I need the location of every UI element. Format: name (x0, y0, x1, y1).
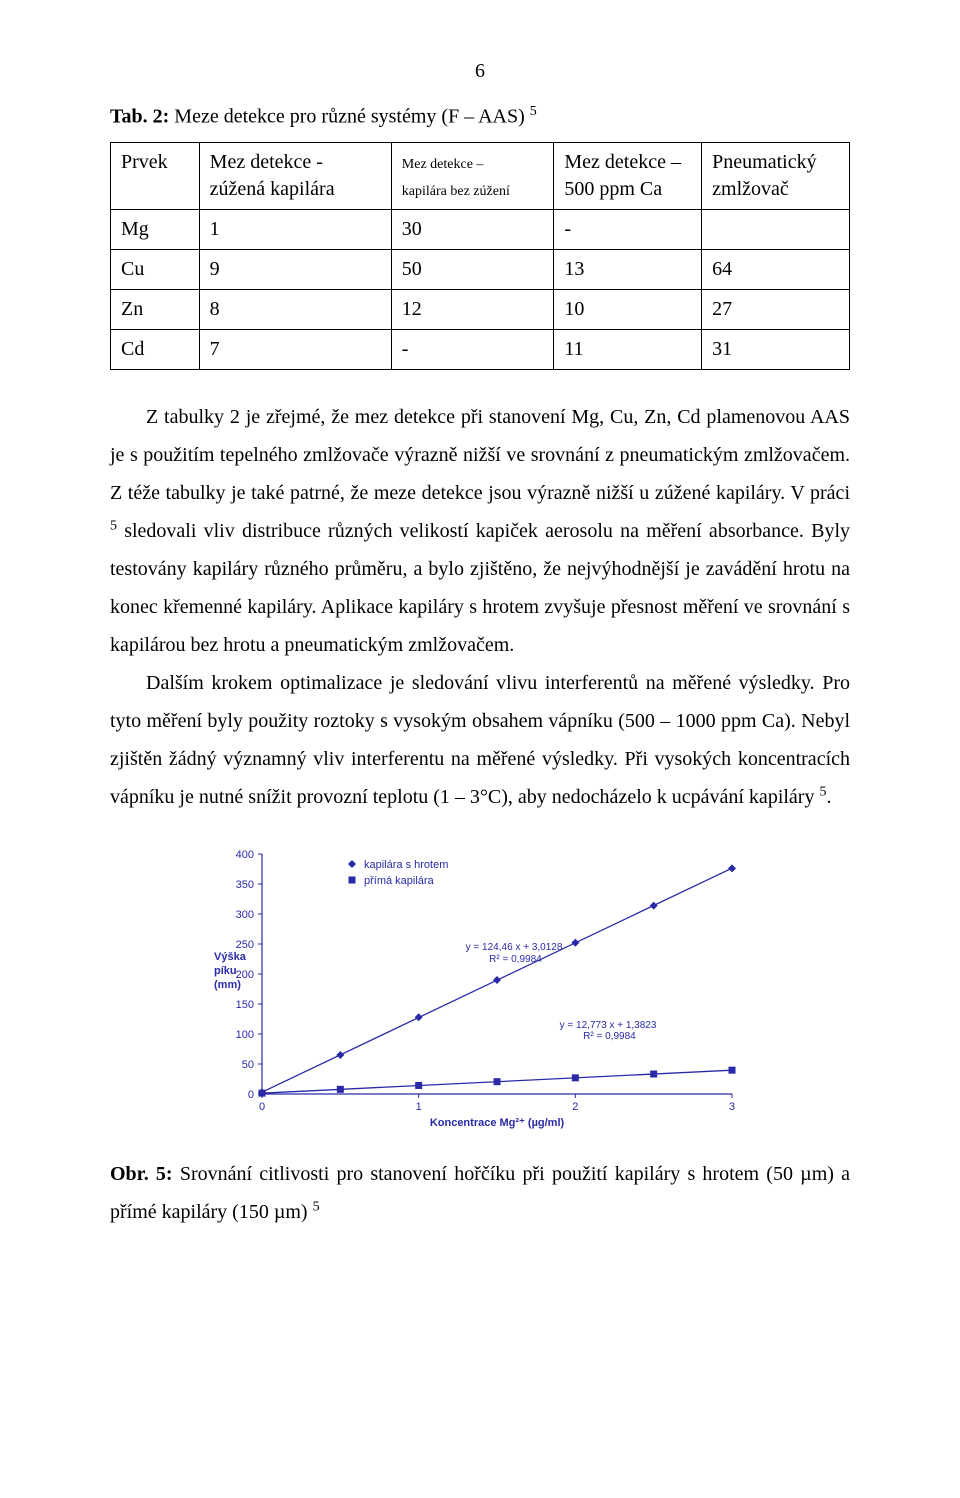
svg-text:R² = 0,9984: R² = 0,9984 (583, 1030, 636, 1041)
table-cell: 12 (391, 289, 554, 329)
svg-text:1: 1 (416, 1101, 422, 1113)
fig-caption-sup: 5 (313, 1199, 320, 1214)
table-cell: 27 (702, 289, 850, 329)
table-caption-rest: Meze detekce pro různé systémy (F – AAS) (169, 106, 529, 128)
svg-text:y = 12,773 x + 1,3823: y = 12,773 x + 1,3823 (560, 1020, 657, 1031)
th-mez3-top: Mez detekce – (564, 151, 681, 173)
table-cell: - (391, 329, 554, 369)
th-pneu: Pneumatický zmlžovač (702, 142, 850, 209)
th-prvek: Prvek (111, 142, 200, 209)
fig-caption-lead: Obr. 5: (110, 1163, 173, 1185)
table-cell: 30 (391, 209, 554, 249)
table-row: Cu9501364 (111, 249, 850, 289)
table-cell: 13 (554, 249, 702, 289)
svg-text:Výška: Výška (214, 951, 247, 963)
page-number: 6 (110, 60, 850, 83)
svg-text:píku: píku (214, 965, 237, 977)
th-mez1-bot: zúžená kapilára (210, 178, 335, 200)
svg-text:300: 300 (236, 909, 254, 921)
table-caption-lead: Tab. 2: (110, 106, 169, 128)
svg-text:250: 250 (236, 939, 254, 951)
table-cell: 11 (554, 329, 702, 369)
figure-caption: Obr. 5: Srovnání citlivosti pro stanoven… (110, 1155, 850, 1231)
table-cell: Mg (111, 209, 200, 249)
svg-text:y = 124,46 x + 3,0128: y = 124,46 x + 3,0128 (466, 942, 563, 953)
th-mez3: Mez detekce – 500 ppm Ca (554, 142, 702, 209)
svg-text:kapilára s hrotem: kapilára s hrotem (364, 859, 448, 871)
p1-b: sledovali vliv distribuce různých veliko… (110, 520, 850, 656)
svg-text:0: 0 (259, 1101, 265, 1113)
th-mez2-top: Mez detekce – (402, 157, 484, 172)
p1-sup: 5 (110, 518, 117, 533)
svg-text:Koncentrace Mg²⁺ (µg/ml): Koncentrace Mg²⁺ (µg/ml) (430, 1117, 565, 1129)
table-cell: 1 (199, 209, 391, 249)
paragraph-1: Z tabulky 2 je zřejmé, že mez detekce př… (110, 398, 850, 664)
table-header-row: Prvek Mez detekce - zúžená kapilára Mez … (111, 142, 850, 209)
sensitivity-chart: 0501001502002503003504000123Koncentrace … (200, 840, 760, 1145)
table-cell: Cu (111, 249, 200, 289)
p2-a: Dalším krokem optimalizace je sledování … (110, 672, 850, 808)
svg-text:R² = 0,9984: R² = 0,9984 (489, 954, 542, 965)
table-cell: 10 (554, 289, 702, 329)
table-row: Cd7-1131 (111, 329, 850, 369)
th-mez1: Mez detekce - zúžená kapilára (199, 142, 391, 209)
svg-text:(mm): (mm) (214, 979, 241, 991)
svg-text:0: 0 (248, 1089, 254, 1101)
th-pneu-top: Pneumatický (712, 151, 816, 173)
table-cell: 64 (702, 249, 850, 289)
table-cell: 9 (199, 249, 391, 289)
table-caption: Tab. 2: Meze detekce pro různé systémy (… (110, 101, 850, 132)
svg-text:50: 50 (242, 1059, 254, 1071)
table-cell: Cd (111, 329, 200, 369)
table-row: Mg130- (111, 209, 850, 249)
table-cell: Zn (111, 289, 200, 329)
svg-text:350: 350 (236, 879, 254, 891)
table-cell: - (554, 209, 702, 249)
svg-text:2: 2 (572, 1101, 578, 1113)
body-text: Z tabulky 2 je zřejmé, že mez detekce př… (110, 398, 850, 816)
table-cell: 8 (199, 289, 391, 329)
p2-b: . (826, 786, 831, 808)
svg-text:100: 100 (236, 1029, 254, 1041)
detection-limits-table: Prvek Mez detekce - zúžená kapilára Mez … (110, 142, 850, 370)
table-cell: 50 (391, 249, 554, 289)
svg-text:3: 3 (729, 1101, 735, 1113)
table-caption-sup: 5 (530, 104, 537, 119)
th-mez2-bot: kapilára bez zúžení (402, 184, 510, 199)
svg-text:150: 150 (236, 999, 254, 1011)
table-row: Zn8121027 (111, 289, 850, 329)
fig-caption-rest: Srovnání citlivosti pro stanovení hořčík… (110, 1163, 850, 1223)
th-pneu-bot: zmlžovač (712, 178, 789, 200)
table-cell: 31 (702, 329, 850, 369)
paragraph-2: Dalším krokem optimalizace je sledování … (110, 664, 850, 816)
th-mez2: Mez detekce – kapilára bez zúžení (391, 142, 554, 209)
chart-svg: 0501001502002503003504000123Koncentrace … (200, 840, 760, 1140)
th-mez1-top: Mez detekce - (210, 151, 323, 173)
table-cell (702, 209, 850, 249)
svg-text:400: 400 (236, 849, 254, 861)
th-mez3-bot: 500 ppm Ca (564, 178, 662, 200)
table-cell: 7 (199, 329, 391, 369)
svg-text:přímá kapilára: přímá kapilára (364, 875, 435, 887)
p1-a: Z tabulky 2 je zřejmé, že mez detekce př… (110, 406, 850, 504)
